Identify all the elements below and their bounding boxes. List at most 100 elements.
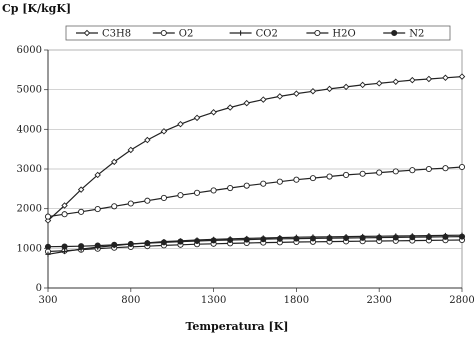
legend-marker-o2 (160, 29, 167, 37)
legend-label-co2: CO2 (256, 29, 278, 40)
data-point-h2o (61, 211, 68, 218)
data-point-h2o (227, 184, 234, 192)
data-point-n2 (309, 235, 317, 242)
data-point-h2o (243, 182, 250, 189)
data-point-n2 (227, 236, 234, 244)
data-point-h2o (392, 168, 399, 175)
data-point-h2o (94, 206, 101, 213)
data-point-c3h8 (77, 186, 85, 193)
data-point-n2 (193, 237, 201, 245)
legend-label-o2: O2 (179, 29, 194, 40)
data-point-c3h8 (94, 171, 101, 179)
data-point-c3h8 (458, 73, 466, 80)
data-point-h2o (326, 173, 333, 180)
y-tick-label: 3000 (17, 164, 42, 175)
legend (65, 25, 451, 41)
data-point-n2 (343, 234, 350, 242)
data-point-n2 (326, 235, 333, 242)
data-point-h2o (177, 192, 184, 199)
legend-marker-n2 (391, 29, 398, 37)
legend-label-h2o: H2O (332, 29, 355, 40)
data-point-c3h8 (127, 146, 135, 154)
data-point-n2 (260, 236, 267, 243)
data-point-c3h8 (193, 114, 201, 122)
data-point-h2o (442, 165, 449, 172)
data-point-co2 (61, 248, 68, 255)
data-point-n2 (376, 234, 383, 241)
data-point-h2o (425, 165, 432, 173)
data-point-n2 (442, 233, 449, 240)
legend-marker-h2o (314, 29, 321, 37)
data-point-c3h8 (260, 96, 267, 103)
data-point-c3h8 (243, 99, 250, 107)
y-axis-title: Cp [K/kgK] (2, 2, 72, 15)
legend-marker-co2 (238, 30, 244, 36)
data-point-h2o (44, 213, 52, 220)
series-line-c3h8 (47, 76, 463, 222)
data-point-c3h8 (326, 85, 333, 93)
x-tick-label: 2300 (366, 295, 391, 306)
data-point-co2 (45, 251, 51, 257)
data-point-c3h8 (160, 128, 168, 135)
data-point-h2o (260, 180, 267, 187)
data-point-h2o (376, 169, 383, 176)
data-point-n2 (144, 240, 151, 247)
data-point-h2o (127, 200, 134, 207)
y-tick-label: 5000 (17, 85, 42, 96)
x-tick-label: 800 (121, 295, 140, 306)
data-point-h2o (193, 189, 201, 196)
data-point-c3h8 (210, 109, 217, 116)
data-point-h2o (276, 178, 283, 185)
data-point-c3h8 (425, 75, 433, 83)
data-point-c3h8 (111, 158, 118, 166)
y-tick-label: 1000 (17, 243, 42, 254)
data-point-n2 (160, 239, 167, 246)
x-tick-label: 1800 (284, 295, 309, 306)
data-point-c3h8 (392, 78, 399, 85)
data-point-n2 (127, 240, 134, 248)
data-point-c3h8 (442, 74, 449, 82)
data-point-c3h8 (144, 136, 151, 144)
data-point-n2 (210, 237, 217, 244)
data-point-n2 (61, 243, 68, 250)
data-point-c3h8 (293, 90, 300, 97)
data-point-c3h8 (409, 76, 416, 84)
data-point-h2o (78, 208, 85, 215)
data-point-n2 (409, 234, 416, 241)
data-point-n2 (111, 241, 118, 248)
series-line-h2o (47, 166, 463, 218)
data-point-n2 (78, 243, 85, 250)
legend-label-c3h8: C3H8 (102, 29, 131, 40)
data-point-n2 (94, 242, 101, 249)
y-tick-label: 4000 (17, 124, 42, 135)
data-point-h2o (409, 167, 416, 174)
data-point-n2 (276, 235, 283, 242)
data-point-h2o (359, 170, 366, 177)
data-point-n2 (359, 234, 366, 241)
data-point-n2 (458, 233, 466, 240)
data-point-c3h8 (359, 81, 366, 89)
data-point-h2o (343, 171, 350, 178)
data-point-h2o (210, 187, 217, 194)
data-point-h2o (293, 176, 300, 183)
legend-label-n2: N2 (409, 29, 424, 40)
data-point-n2 (425, 233, 432, 241)
data-point-c3h8 (309, 88, 317, 95)
data-point-c3h8 (276, 93, 284, 100)
data-point-c3h8 (177, 120, 184, 128)
y-tick-label: 2000 (17, 204, 42, 215)
data-point-h2o (309, 175, 317, 182)
data-point-h2o (111, 203, 118, 210)
data-point-n2 (243, 236, 250, 243)
data-point-n2 (44, 243, 52, 250)
data-point-h2o (144, 197, 151, 204)
data-point-n2 (392, 234, 399, 241)
x-tick-label: 300 (38, 295, 57, 306)
data-point-c3h8 (61, 202, 68, 209)
legend-marker-c3h8 (83, 29, 91, 37)
x-tick-label: 1300 (201, 295, 226, 306)
data-point-c3h8 (375, 80, 383, 87)
data-point-h2o (458, 163, 466, 171)
y-tick-label: 0 (36, 283, 42, 294)
